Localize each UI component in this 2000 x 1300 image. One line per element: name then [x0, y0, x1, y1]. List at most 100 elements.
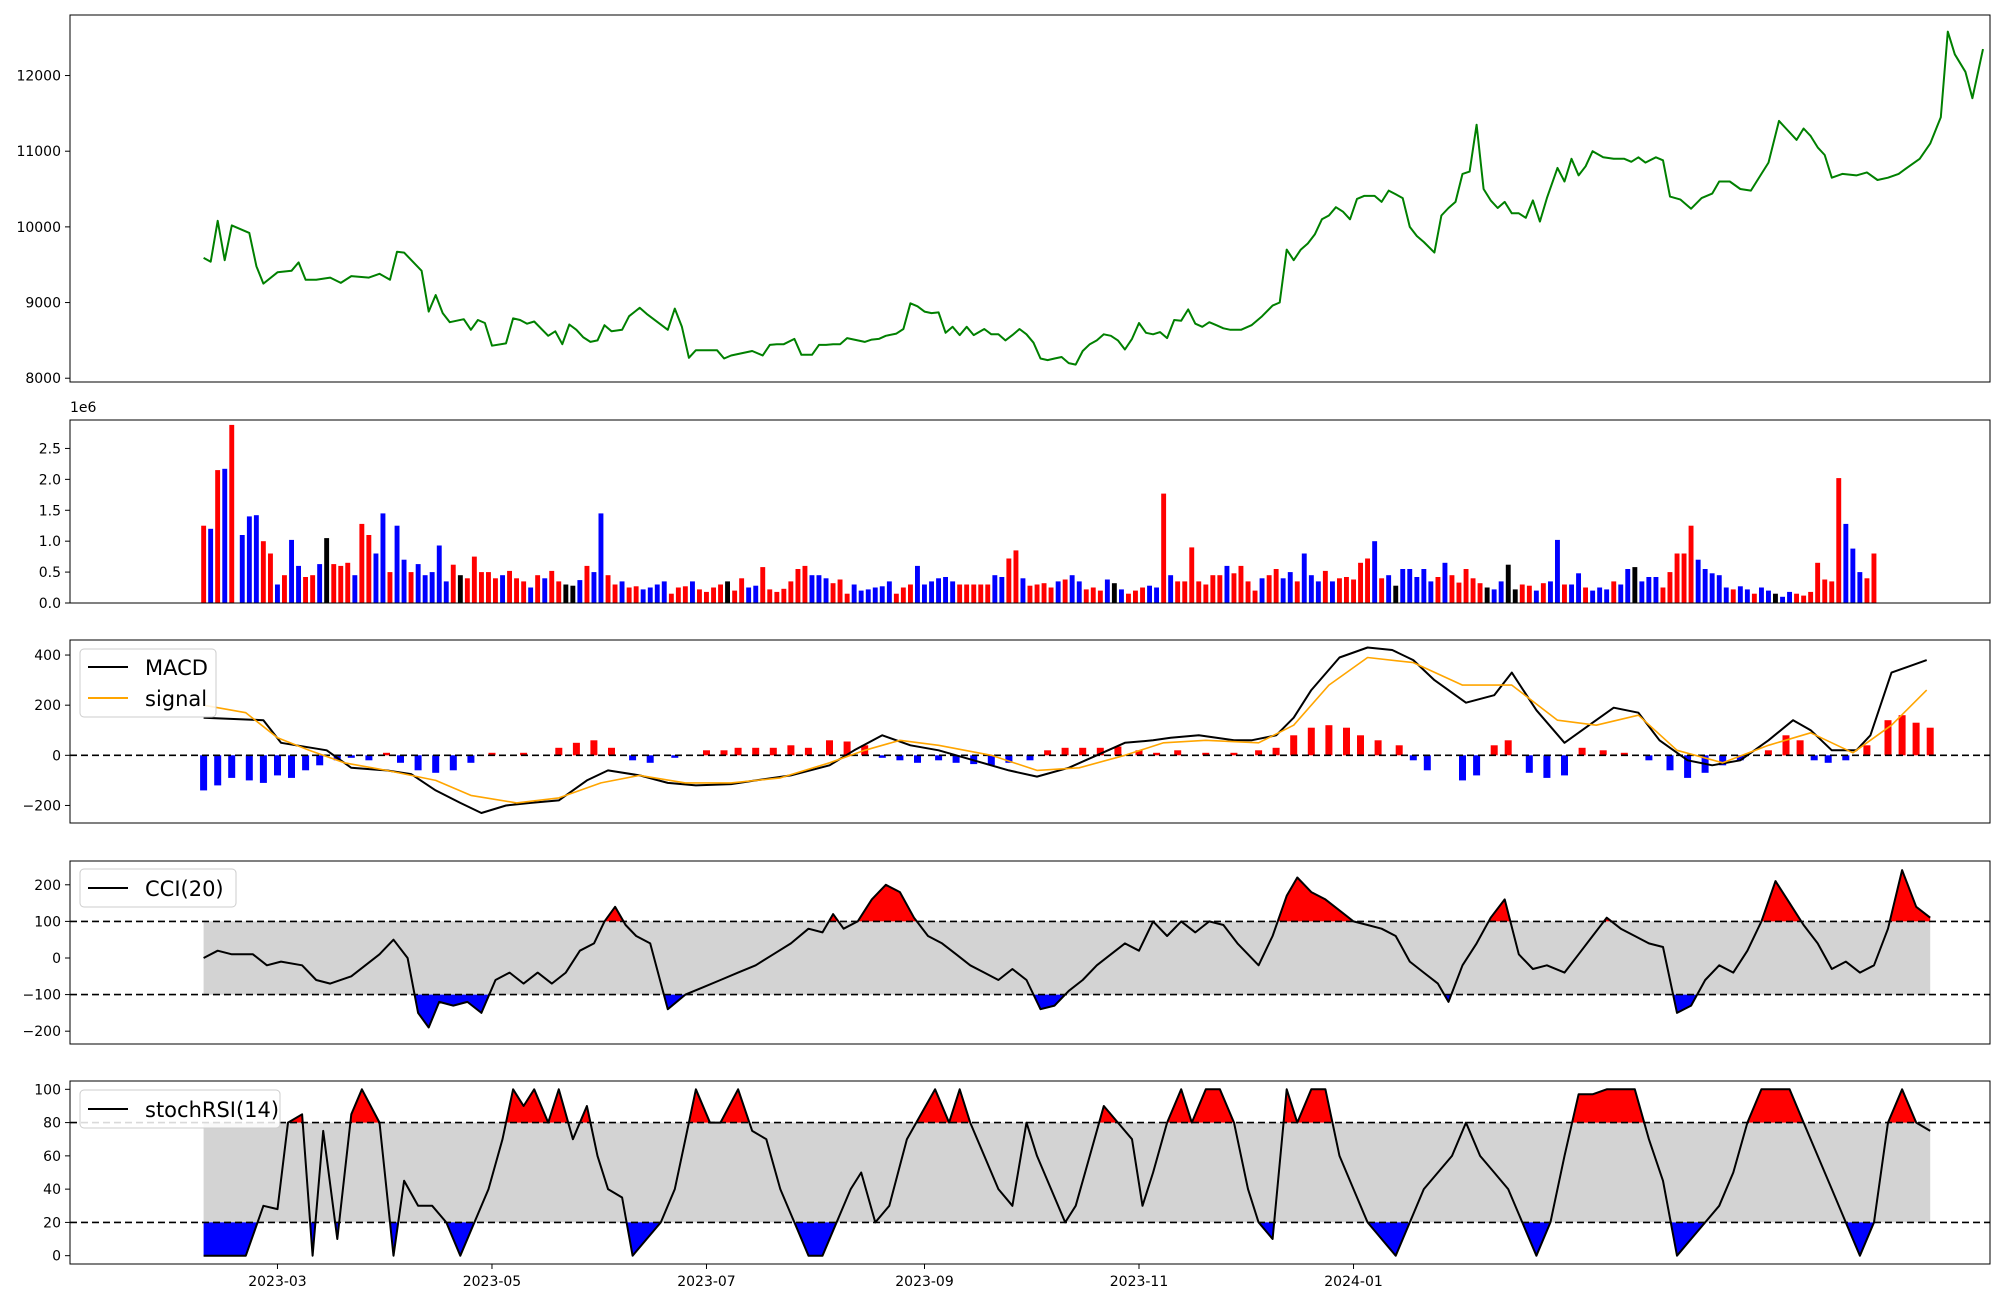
volume-bar	[345, 562, 351, 603]
volume-bar	[1358, 562, 1363, 603]
volume-bar	[1175, 581, 1181, 603]
volume-bar	[1301, 553, 1307, 603]
macd-histogram-bar	[935, 755, 943, 761]
volume-bar	[394, 525, 400, 603]
volume-bar	[464, 578, 470, 603]
volume-bar	[1604, 589, 1610, 603]
volume-bar	[1062, 579, 1068, 603]
volume-bar	[1667, 572, 1673, 603]
volume-bar	[450, 564, 456, 603]
volume-bar	[1787, 591, 1792, 603]
stochrsi-legend: stochRSI(14)	[79, 1089, 281, 1129]
volume-bar	[753, 585, 759, 603]
volume-bar	[1414, 577, 1420, 603]
volume-bar	[549, 570, 555, 603]
volume-bar	[429, 572, 435, 603]
stochrsi-overbought-fill	[548, 1089, 569, 1123]
macd-histogram-bar	[467, 755, 475, 763]
volume-bar	[809, 575, 815, 603]
macd-histogram-bar	[259, 755, 267, 783]
cci-neutral-band	[203, 921, 1931, 995]
volume-bar	[1808, 591, 1814, 603]
macd-histogram-bar	[952, 755, 960, 763]
volume-bar	[201, 525, 207, 603]
macd-histogram-bar	[228, 755, 236, 778]
volume-bar	[1702, 569, 1708, 603]
macd-histogram-bar	[1459, 755, 1466, 781]
volume-bar	[1344, 577, 1349, 603]
macd-histogram-bar	[804, 747, 812, 756]
volume-bar	[682, 586, 688, 603]
price-ytick-label: 10000	[16, 220, 61, 236]
volume-bar	[900, 587, 906, 603]
macd-histogram-bar	[274, 755, 281, 776]
volume-bar	[408, 572, 414, 603]
macd-histogram-bar	[1343, 727, 1350, 756]
volume-bar	[1857, 572, 1863, 603]
volume-bar	[851, 584, 857, 603]
cci-oversold-fill	[414, 994, 490, 1028]
volume-bar	[950, 581, 956, 603]
volume-bar	[310, 575, 316, 603]
volume-bar	[795, 569, 801, 603]
volume-bar	[725, 581, 730, 603]
volume-bar	[1625, 569, 1631, 603]
volume-bar	[1041, 583, 1047, 603]
stochrsi-ytick-label: 20	[43, 1215, 61, 1231]
volume-bar	[640, 589, 646, 603]
volume-bar	[1245, 581, 1251, 603]
volume-bar	[936, 578, 941, 603]
volume-bar	[1020, 578, 1026, 603]
volume-bar	[788, 581, 794, 603]
volume-bar	[542, 578, 548, 603]
cci-oversold-fill	[1673, 994, 1698, 1013]
volume-bar	[1161, 493, 1167, 603]
volume-bar	[514, 578, 519, 603]
x-axis: 2023-03 2023-05 2023-07 2023-09 2023-11 2024-…	[248, 1264, 1383, 1290]
volume-bar	[858, 590, 864, 603]
macd-histogram-bar	[1044, 750, 1052, 756]
volume-bar	[338, 565, 344, 603]
volume-bar	[1126, 593, 1131, 603]
macd-histogram-bar	[914, 755, 921, 763]
stochrsi-overbought-fill	[916, 1089, 950, 1123]
volume-axes-frame	[69, 419, 1991, 604]
volume-bar	[1224, 565, 1230, 603]
volume-bar	[1611, 581, 1617, 603]
volume-ytick-label: 0.5	[39, 565, 61, 581]
volume-bar	[1540, 583, 1546, 603]
volume-bar	[865, 589, 871, 603]
volume-bar	[1266, 575, 1272, 603]
volume-bar	[1646, 577, 1652, 603]
volume-bar	[591, 572, 597, 603]
volume-bar	[893, 593, 899, 603]
volume-bar	[1484, 587, 1490, 603]
volume-bar	[1864, 578, 1870, 603]
volume-bar	[556, 581, 562, 603]
volume-bar	[1801, 595, 1807, 603]
volume-bar	[1330, 581, 1335, 603]
volume-bar	[1632, 567, 1638, 603]
volume-bar	[387, 572, 393, 603]
stochrsi-oversold-fill	[1367, 1222, 1410, 1256]
volume-bar	[605, 575, 611, 603]
volume-ytick-label: 1.0	[39, 534, 61, 550]
volume-bar	[872, 587, 878, 603]
volume-bar	[1231, 573, 1237, 603]
volume-bar	[1294, 581, 1300, 603]
stochrsi-oversold-fill	[1845, 1222, 1874, 1256]
macd-histogram-bar	[1666, 755, 1674, 771]
stochrsi-ytick-label: 60	[43, 1149, 61, 1165]
volume-bar	[816, 575, 822, 603]
volume-bar	[528, 587, 534, 603]
volume-bar	[1590, 590, 1596, 603]
macd-histogram-bar	[520, 752, 528, 756]
macd-histogram-bar	[1290, 735, 1298, 756]
price-ytick-label: 12000	[16, 69, 61, 85]
macd-histogram-bar	[1599, 750, 1607, 756]
volume-bar	[598, 513, 604, 603]
signal-line	[203, 656, 1928, 804]
cci-overbought-fill	[857, 884, 917, 922]
macd-histogram-bar	[1782, 735, 1790, 756]
volume-bar	[943, 577, 948, 603]
